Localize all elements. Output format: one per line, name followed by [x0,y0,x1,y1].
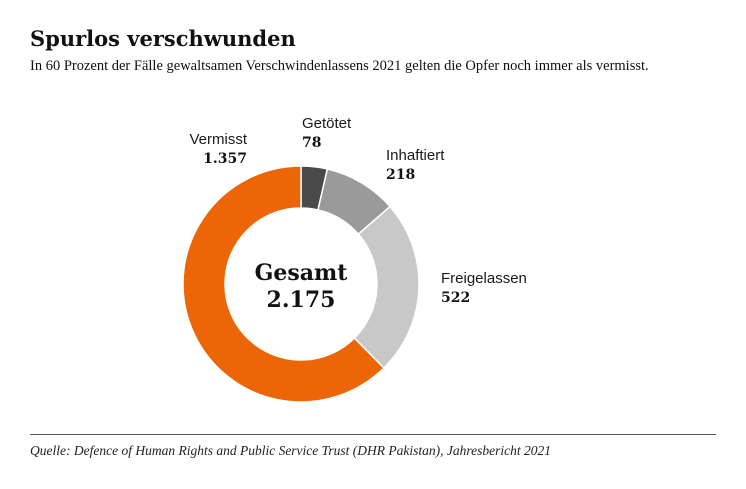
label-freigelassen-value: 522 [441,290,470,306]
label-vermisst-value: 1.357 [203,151,247,167]
label-inhaftiert-name: Inhaftiert [386,147,445,164]
chart-title: Spurlos verschwunden [30,26,296,51]
footer-divider [30,434,716,435]
label-getoetet-value: 78 [302,135,321,151]
label-freigelassen-name: Freigelassen [441,270,527,287]
label-inhaftiert-value: 218 [386,167,415,183]
chart-subtitle: In 60 Prozent der Fälle gewaltsamen Vers… [30,58,649,74]
donut-slice-3 [353,205,420,370]
donut-slices [182,165,420,403]
label-vermisst-name: Vermisst [189,131,247,148]
center-total-label: Gesamt [255,260,349,286]
label-getoetet-name: Getötet [302,115,352,132]
center-total-value: 2.175 [267,287,336,313]
donut-slice-4 [182,165,385,403]
source-note: Quelle: Defence of Human Rights and Publ… [30,443,552,458]
